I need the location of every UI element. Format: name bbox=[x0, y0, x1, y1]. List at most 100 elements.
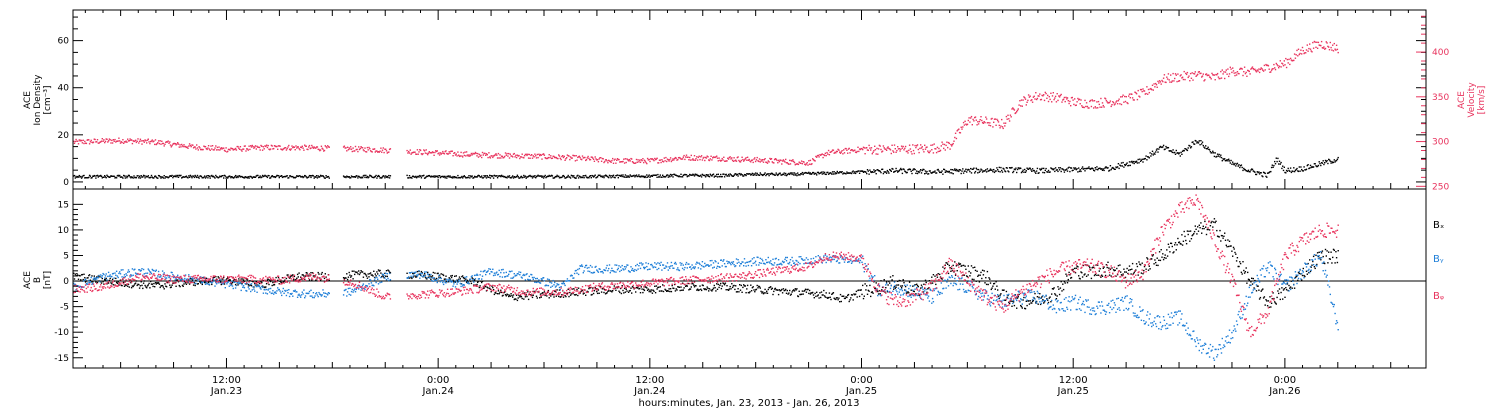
data-point bbox=[361, 147, 364, 149]
data-point bbox=[84, 277, 86, 279]
data-point bbox=[168, 142, 170, 144]
data-point bbox=[536, 153, 538, 156]
data-point bbox=[975, 280, 977, 282]
data-point bbox=[628, 176, 631, 178]
data-point bbox=[696, 173, 698, 176]
data-point bbox=[600, 286, 602, 288]
data-point bbox=[146, 176, 149, 178]
data-point bbox=[1249, 284, 1251, 286]
data-point bbox=[170, 286, 172, 288]
data-point bbox=[215, 176, 218, 178]
data-point bbox=[343, 145, 346, 147]
data-point bbox=[1102, 267, 1104, 269]
data-point bbox=[1285, 169, 1288, 172]
data-point bbox=[154, 286, 156, 288]
data-point bbox=[858, 170, 860, 172]
data-point bbox=[190, 278, 192, 280]
data-point bbox=[1153, 152, 1155, 154]
data-point bbox=[350, 175, 353, 177]
data-point bbox=[1151, 88, 1153, 91]
data-point bbox=[915, 172, 917, 174]
data-point bbox=[1077, 97, 1079, 100]
data-point bbox=[1187, 233, 1189, 236]
data-point bbox=[1277, 157, 1279, 160]
data-point bbox=[509, 295, 511, 297]
data-point bbox=[322, 148, 324, 150]
data-point bbox=[269, 177, 271, 179]
data-point bbox=[1320, 259, 1322, 261]
data-point bbox=[1080, 170, 1082, 173]
data-point bbox=[951, 172, 953, 174]
data-point bbox=[540, 175, 542, 177]
data-point bbox=[775, 172, 777, 174]
data-point bbox=[1335, 44, 1338, 46]
data-point bbox=[519, 157, 521, 160]
data-point bbox=[1065, 96, 1067, 99]
data-point bbox=[1200, 140, 1202, 142]
data-point bbox=[269, 291, 271, 293]
data-point bbox=[551, 293, 554, 296]
data-point bbox=[1097, 264, 1099, 266]
data-point bbox=[1139, 264, 1142, 266]
data-point bbox=[1003, 168, 1005, 170]
data-point bbox=[1048, 171, 1050, 173]
data-point bbox=[277, 174, 279, 177]
data-point bbox=[623, 176, 626, 178]
data-point bbox=[452, 155, 454, 157]
data-point bbox=[312, 175, 315, 177]
data-point bbox=[585, 174, 587, 177]
data-point bbox=[1010, 116, 1012, 118]
data-point bbox=[924, 173, 926, 175]
data-point bbox=[1079, 278, 1081, 280]
data-point bbox=[831, 150, 833, 153]
data-point bbox=[346, 175, 348, 177]
data-point bbox=[1236, 71, 1239, 73]
data-point bbox=[700, 176, 703, 178]
data-point bbox=[993, 118, 996, 120]
data-point bbox=[184, 176, 187, 178]
data-point bbox=[1141, 262, 1143, 264]
data-point bbox=[1327, 162, 1329, 165]
data-point bbox=[1178, 80, 1181, 82]
data-point bbox=[797, 295, 800, 298]
data-point bbox=[736, 291, 738, 293]
data-point bbox=[350, 275, 353, 277]
data-point bbox=[508, 294, 511, 296]
data-point bbox=[353, 176, 355, 178]
data-point bbox=[1274, 301, 1276, 303]
data-point bbox=[864, 171, 866, 173]
data-point bbox=[1044, 169, 1046, 172]
data-point bbox=[120, 284, 122, 287]
data-point bbox=[249, 280, 251, 282]
data-point bbox=[642, 175, 644, 177]
data-point bbox=[667, 159, 669, 161]
data-point bbox=[1275, 303, 1277, 305]
data-point bbox=[1155, 264, 1158, 266]
data-point bbox=[966, 276, 969, 278]
data-point bbox=[380, 272, 382, 274]
data-point bbox=[1027, 168, 1029, 170]
data-point bbox=[631, 161, 634, 163]
data-point bbox=[755, 174, 758, 176]
data-point bbox=[435, 150, 437, 152]
data-point bbox=[636, 161, 638, 163]
data-point bbox=[600, 175, 602, 178]
data-point bbox=[128, 140, 130, 142]
data-point bbox=[924, 279, 927, 281]
data-point bbox=[1054, 95, 1057, 98]
data-point bbox=[677, 158, 679, 161]
data-point bbox=[677, 175, 680, 178]
data-point bbox=[682, 156, 684, 158]
data-point bbox=[790, 172, 792, 174]
data-point bbox=[1203, 80, 1205, 82]
data-point bbox=[228, 148, 230, 151]
data-point bbox=[262, 280, 265, 282]
data-point bbox=[1178, 241, 1180, 244]
data-point bbox=[1105, 264, 1108, 266]
data-point bbox=[1032, 96, 1035, 98]
data-point bbox=[229, 149, 231, 151]
data-point bbox=[157, 275, 159, 277]
data-point bbox=[873, 150, 875, 152]
data-point bbox=[502, 175, 504, 177]
data-point bbox=[1146, 86, 1148, 88]
